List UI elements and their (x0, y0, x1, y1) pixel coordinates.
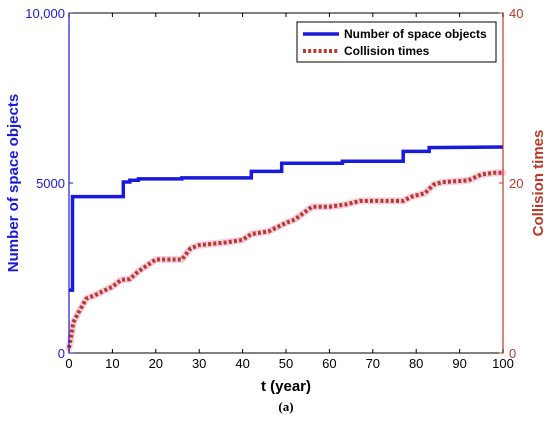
y-axis-title: Number of space objects (5, 94, 22, 272)
x-tick-label: 10 (105, 356, 119, 371)
series-layer (65, 145, 507, 352)
collision-times-line (67, 170, 503, 349)
y2-tick-label: 0 (509, 346, 516, 361)
x-tick-label: 100 (492, 356, 514, 371)
space-objects-line (69, 145, 504, 292)
y2-tick-label: 40 (509, 6, 523, 21)
y-tick-label: 5000 (36, 176, 65, 191)
x-tick-label: 80 (409, 356, 423, 371)
y2-axis-title: Collision times (530, 130, 547, 237)
x-tick-label: 50 (279, 356, 293, 371)
x-tick-label: 90 (452, 356, 466, 371)
y-tick-label: 10,000 (25, 6, 65, 21)
legend-box (296, 21, 497, 63)
legend-label-collision-times: Collision times (344, 44, 430, 58)
x-tick-label: 20 (149, 356, 163, 371)
x-tick-label: 30 (192, 356, 206, 371)
figure-caption: (a) (278, 399, 293, 414)
y2-tick-label: 20 (509, 176, 523, 191)
legend: Number of space objects Collision times (296, 21, 497, 63)
legend-label-space-objects: Number of space objects (344, 27, 487, 41)
x-tick-label: 60 (322, 356, 336, 371)
x-tick-label: 0 (65, 356, 72, 371)
y-tick-label: 0 (58, 346, 65, 361)
x-tick-label: 70 (366, 356, 380, 371)
x-axis-title: t (year) (261, 378, 311, 395)
x-tick-label: 40 (235, 356, 249, 371)
